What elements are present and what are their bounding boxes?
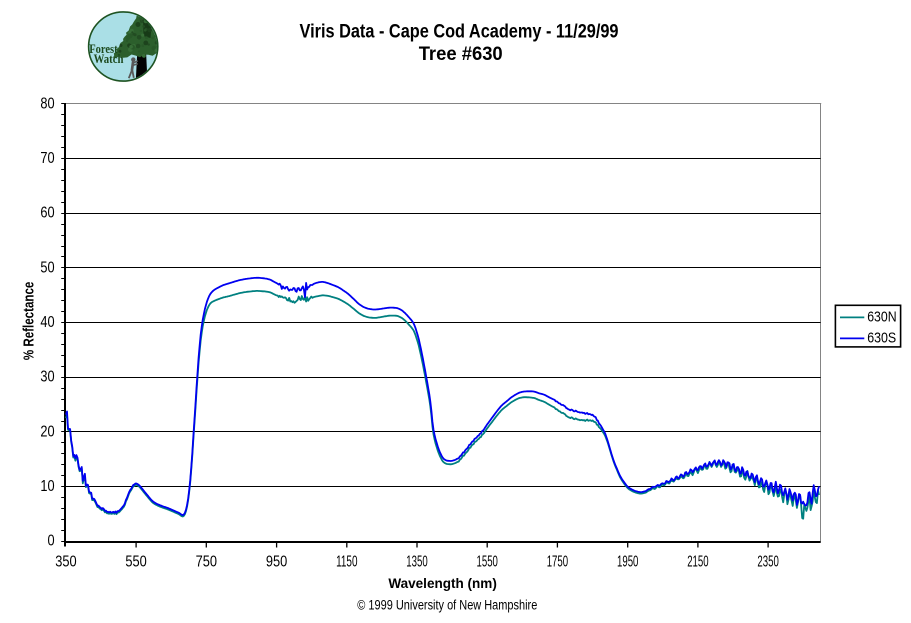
svg-text:40: 40 — [40, 314, 54, 331]
svg-text:630N: 630N — [867, 309, 896, 325]
svg-text:50: 50 — [40, 259, 54, 276]
svg-text:Viris Data - Cape Cod Academy: Viris Data - Cape Cod Academy - 11/29/99 — [300, 22, 619, 43]
svg-text:70: 70 — [40, 150, 54, 167]
svg-text:Tree #630: Tree #630 — [419, 44, 503, 65]
svg-text:20: 20 — [40, 423, 54, 440]
svg-text:1150: 1150 — [336, 554, 357, 571]
svg-text:Watch: Watch — [94, 52, 124, 66]
svg-text:2150: 2150 — [687, 554, 708, 571]
svg-text:1550: 1550 — [477, 554, 498, 571]
svg-text:2350: 2350 — [757, 554, 778, 571]
svg-text:Wavelength (nm): Wavelength (nm) — [388, 576, 497, 591]
svg-text:550: 550 — [125, 554, 146, 571]
svg-text:350: 350 — [55, 554, 76, 571]
svg-text:10: 10 — [40, 478, 54, 495]
svg-text:Forest: Forest — [89, 42, 117, 56]
svg-text:30: 30 — [40, 369, 54, 386]
svg-text:© 1999 University of New Hamps: © 1999 University of New Hampshire — [357, 598, 537, 614]
svg-text:950: 950 — [266, 554, 287, 571]
svg-text:750: 750 — [196, 554, 217, 571]
svg-text:1350: 1350 — [406, 554, 427, 571]
svg-text:1950: 1950 — [617, 554, 638, 571]
svg-text:% Reflectance: % Reflectance — [22, 282, 38, 361]
svg-text:0: 0 — [48, 533, 55, 550]
svg-text:80: 80 — [40, 95, 54, 112]
svg-text:630S: 630S — [867, 331, 896, 347]
svg-text:1750: 1750 — [547, 554, 568, 571]
svg-text:60: 60 — [40, 205, 54, 222]
